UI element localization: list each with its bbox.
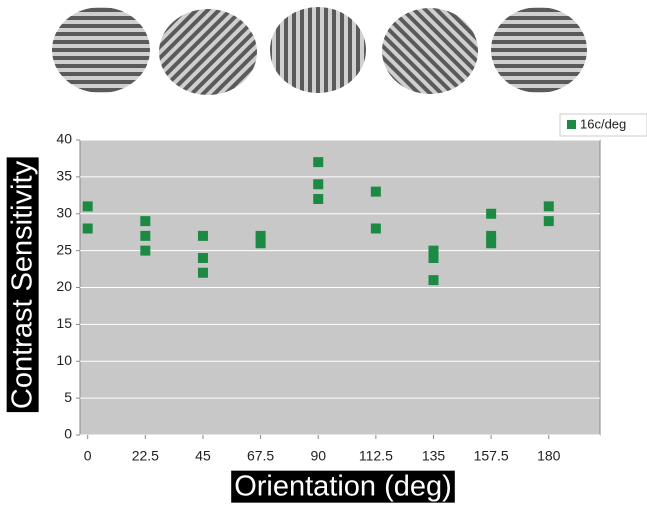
marker	[428, 253, 438, 263]
x-tick-label: 45	[195, 448, 211, 464]
marker	[140, 216, 150, 226]
x-axis-title-group: Orientation (deg)	[231, 471, 455, 503]
marker	[83, 224, 93, 234]
marker	[544, 216, 554, 226]
marker	[198, 231, 208, 241]
x-tick-label: 90	[310, 448, 326, 464]
y-tick-label: 5	[64, 389, 72, 405]
legend-label: 16c/deg	[580, 116, 626, 131]
y-tick-label: 25	[56, 241, 72, 257]
x-tick-label: 67.5	[247, 448, 274, 464]
y-axis-title: Contrast Sensitivity	[7, 160, 39, 409]
legend: 16c/deg	[560, 114, 647, 136]
marker	[313, 179, 323, 189]
grating	[491, 7, 587, 93]
y-tick-label: 15	[56, 315, 72, 331]
y-tick-label: 35	[56, 168, 72, 184]
x-axis-title: Orientation (deg)	[234, 471, 452, 503]
chart: 0 5 10 15 20 25 30 35 40 0 22.5 45 67.5 90 112.5 135 157…	[0, 0, 647, 506]
grating	[159, 9, 257, 95]
y-tick-label: 0	[64, 426, 72, 442]
grating	[270, 7, 366, 93]
x-tick-label: 0	[84, 448, 92, 464]
marker	[198, 253, 208, 263]
legend-swatch	[567, 120, 576, 129]
marker	[83, 201, 93, 211]
gratings	[52, 7, 587, 95]
marker	[198, 268, 208, 278]
marker	[486, 238, 496, 248]
marker	[544, 201, 554, 211]
x-tick-label: 135	[422, 448, 446, 464]
x-tick-label: 180	[537, 448, 561, 464]
marker	[371, 224, 381, 234]
y-tick-label: 30	[56, 204, 72, 220]
marker	[428, 275, 438, 285]
y-tick-label: 10	[56, 352, 72, 368]
marker	[140, 246, 150, 256]
x-tick-label: 157.5	[474, 448, 509, 464]
x-tick-label: 112.5	[359, 448, 393, 464]
marker	[256, 238, 266, 248]
x-tick-label: 22.5	[132, 448, 159, 464]
marker	[486, 209, 496, 219]
grating	[382, 8, 478, 94]
y-tick-label: 40	[56, 131, 72, 147]
marker	[371, 187, 381, 197]
marker	[140, 231, 150, 241]
y-axis-title-group: Contrast Sensitivity	[7, 157, 39, 412]
grating	[52, 7, 150, 93]
marker	[313, 194, 323, 204]
marker	[313, 157, 323, 167]
y-tick-label: 20	[56, 278, 72, 294]
